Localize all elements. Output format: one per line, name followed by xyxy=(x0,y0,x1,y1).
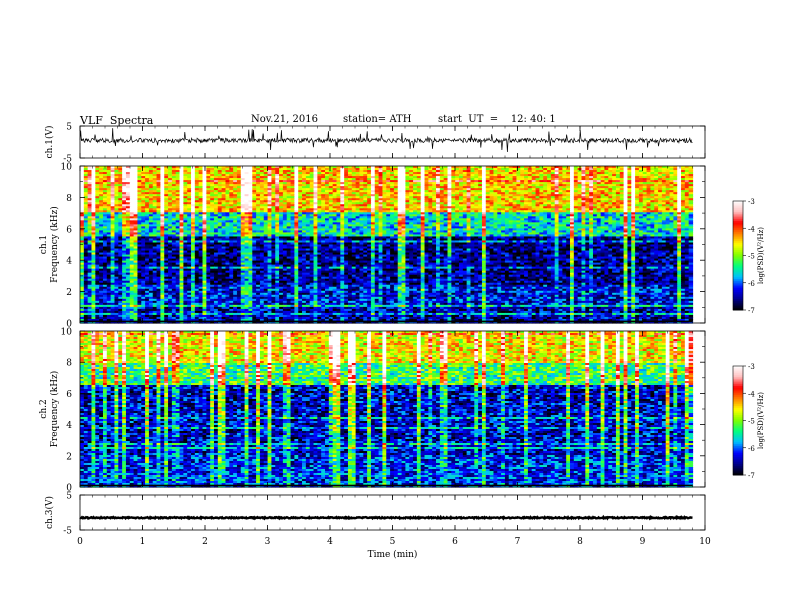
spectrogram-cells xyxy=(80,166,693,324)
